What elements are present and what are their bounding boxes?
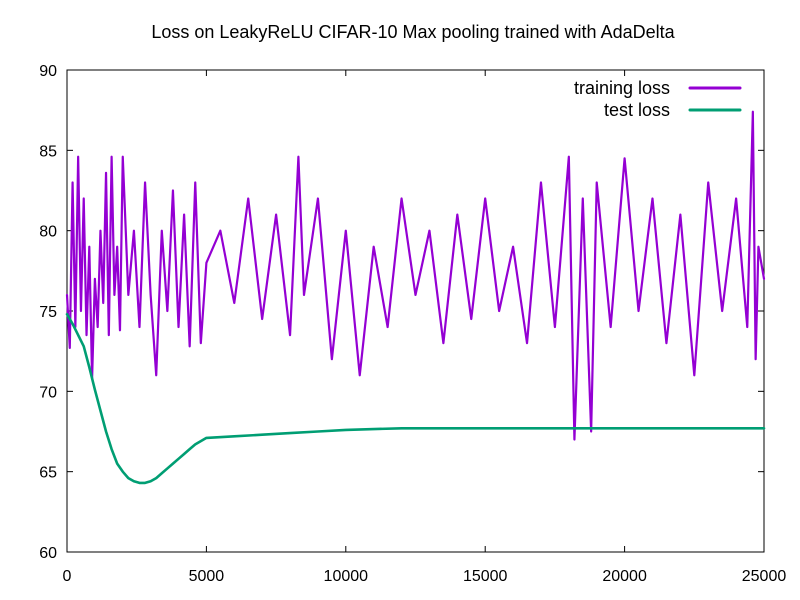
y-tick-label-5: 85 [39, 143, 57, 160]
y-tick-label-2: 70 [39, 384, 57, 401]
y-tick-label-4: 80 [39, 224, 57, 241]
x-tick-label-3: 15000 [463, 568, 508, 585]
y-tick-label-0: 60 [39, 545, 57, 562]
chart-title: Loss on LeakyReLU CIFAR-10 Max pooling t… [151, 22, 675, 42]
training-loss-line [65, 110, 766, 441]
axes: 0 5000 10000 15000 20000 25000 60 65 70 75 80 85 90 [39, 63, 786, 585]
series-layer [65, 110, 766, 485]
x-tick-label-2: 10000 [324, 568, 369, 585]
y-tick-label-3: 75 [39, 304, 57, 321]
x-tick-label-4: 20000 [602, 568, 647, 585]
test-loss-line [65, 312, 766, 485]
legend-label-1: test loss [604, 100, 670, 120]
plot-frame [66, 69, 765, 553]
y-tick-label-6: 90 [39, 63, 57, 80]
x-tick-label-1: 5000 [189, 568, 225, 585]
legend-label-0: training loss [574, 78, 670, 98]
y-tick-label-1: 65 [39, 465, 57, 482]
chart-title-text: Loss on LeakyReLU CIFAR-10 Max pooling t… [151, 22, 675, 42]
x-tick-label-5: 25000 [742, 568, 787, 585]
x-tick-label-0: 0 [63, 568, 72, 585]
